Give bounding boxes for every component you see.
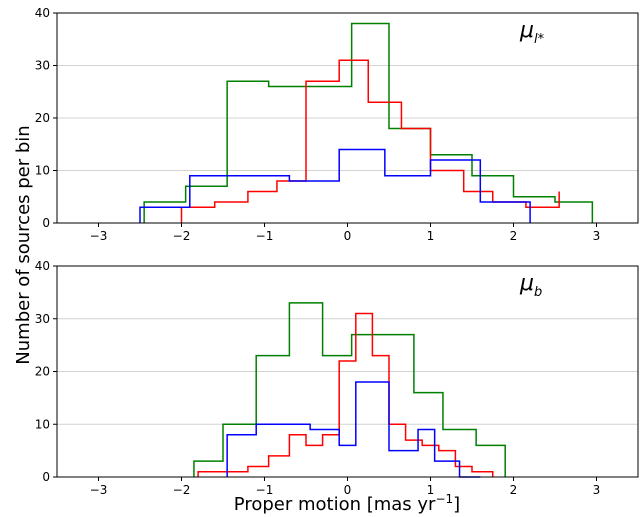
x-tick-label: −1: [256, 483, 274, 497]
y-axis-title: Number of sources per bin: [13, 125, 34, 364]
blue-histogram-step: [139, 148, 531, 223]
y-tick-label: 40: [35, 259, 50, 273]
green-histogram-step: [143, 22, 594, 223]
x-tick-label: 3: [593, 483, 601, 497]
y-tick-label: 0: [42, 470, 50, 484]
x-tick-label: −2: [173, 229, 191, 243]
x-tick-label: −3: [90, 229, 108, 243]
blue-histogram-step: [226, 381, 481, 478]
x-tick-label: −2: [173, 483, 191, 497]
x-axis-title: Proper motion [mas yr−1]: [234, 492, 460, 515]
x-tick-label: 3: [593, 229, 601, 243]
x-tick-label: 0: [344, 483, 352, 497]
y-tick-label: 40: [35, 6, 50, 20]
y-tick-label: 20: [35, 365, 50, 379]
x-tick-label: −3: [90, 483, 108, 497]
x-tick-label: 2: [510, 229, 518, 243]
x-tick-label: 1: [427, 483, 435, 497]
red-histogram-step: [197, 312, 494, 477]
x-tick-label: 0: [344, 229, 352, 243]
panel-annotation: μb: [519, 271, 542, 300]
y-tick-label: 10: [35, 164, 50, 178]
red-histogram-step: [180, 59, 560, 223]
green-histogram-step: [193, 302, 506, 477]
x-tick-label: 2: [510, 483, 518, 497]
y-tick-label: 20: [35, 111, 50, 125]
y-tick-label: 30: [35, 312, 50, 326]
x-tick-label: 1: [427, 229, 435, 243]
y-tick-label: 30: [35, 59, 50, 73]
y-tick-label: 10: [35, 417, 50, 431]
panel-annotation: μl*: [519, 18, 545, 47]
y-tick-label: 0: [42, 216, 50, 230]
x-tick-label: −1: [256, 229, 274, 243]
